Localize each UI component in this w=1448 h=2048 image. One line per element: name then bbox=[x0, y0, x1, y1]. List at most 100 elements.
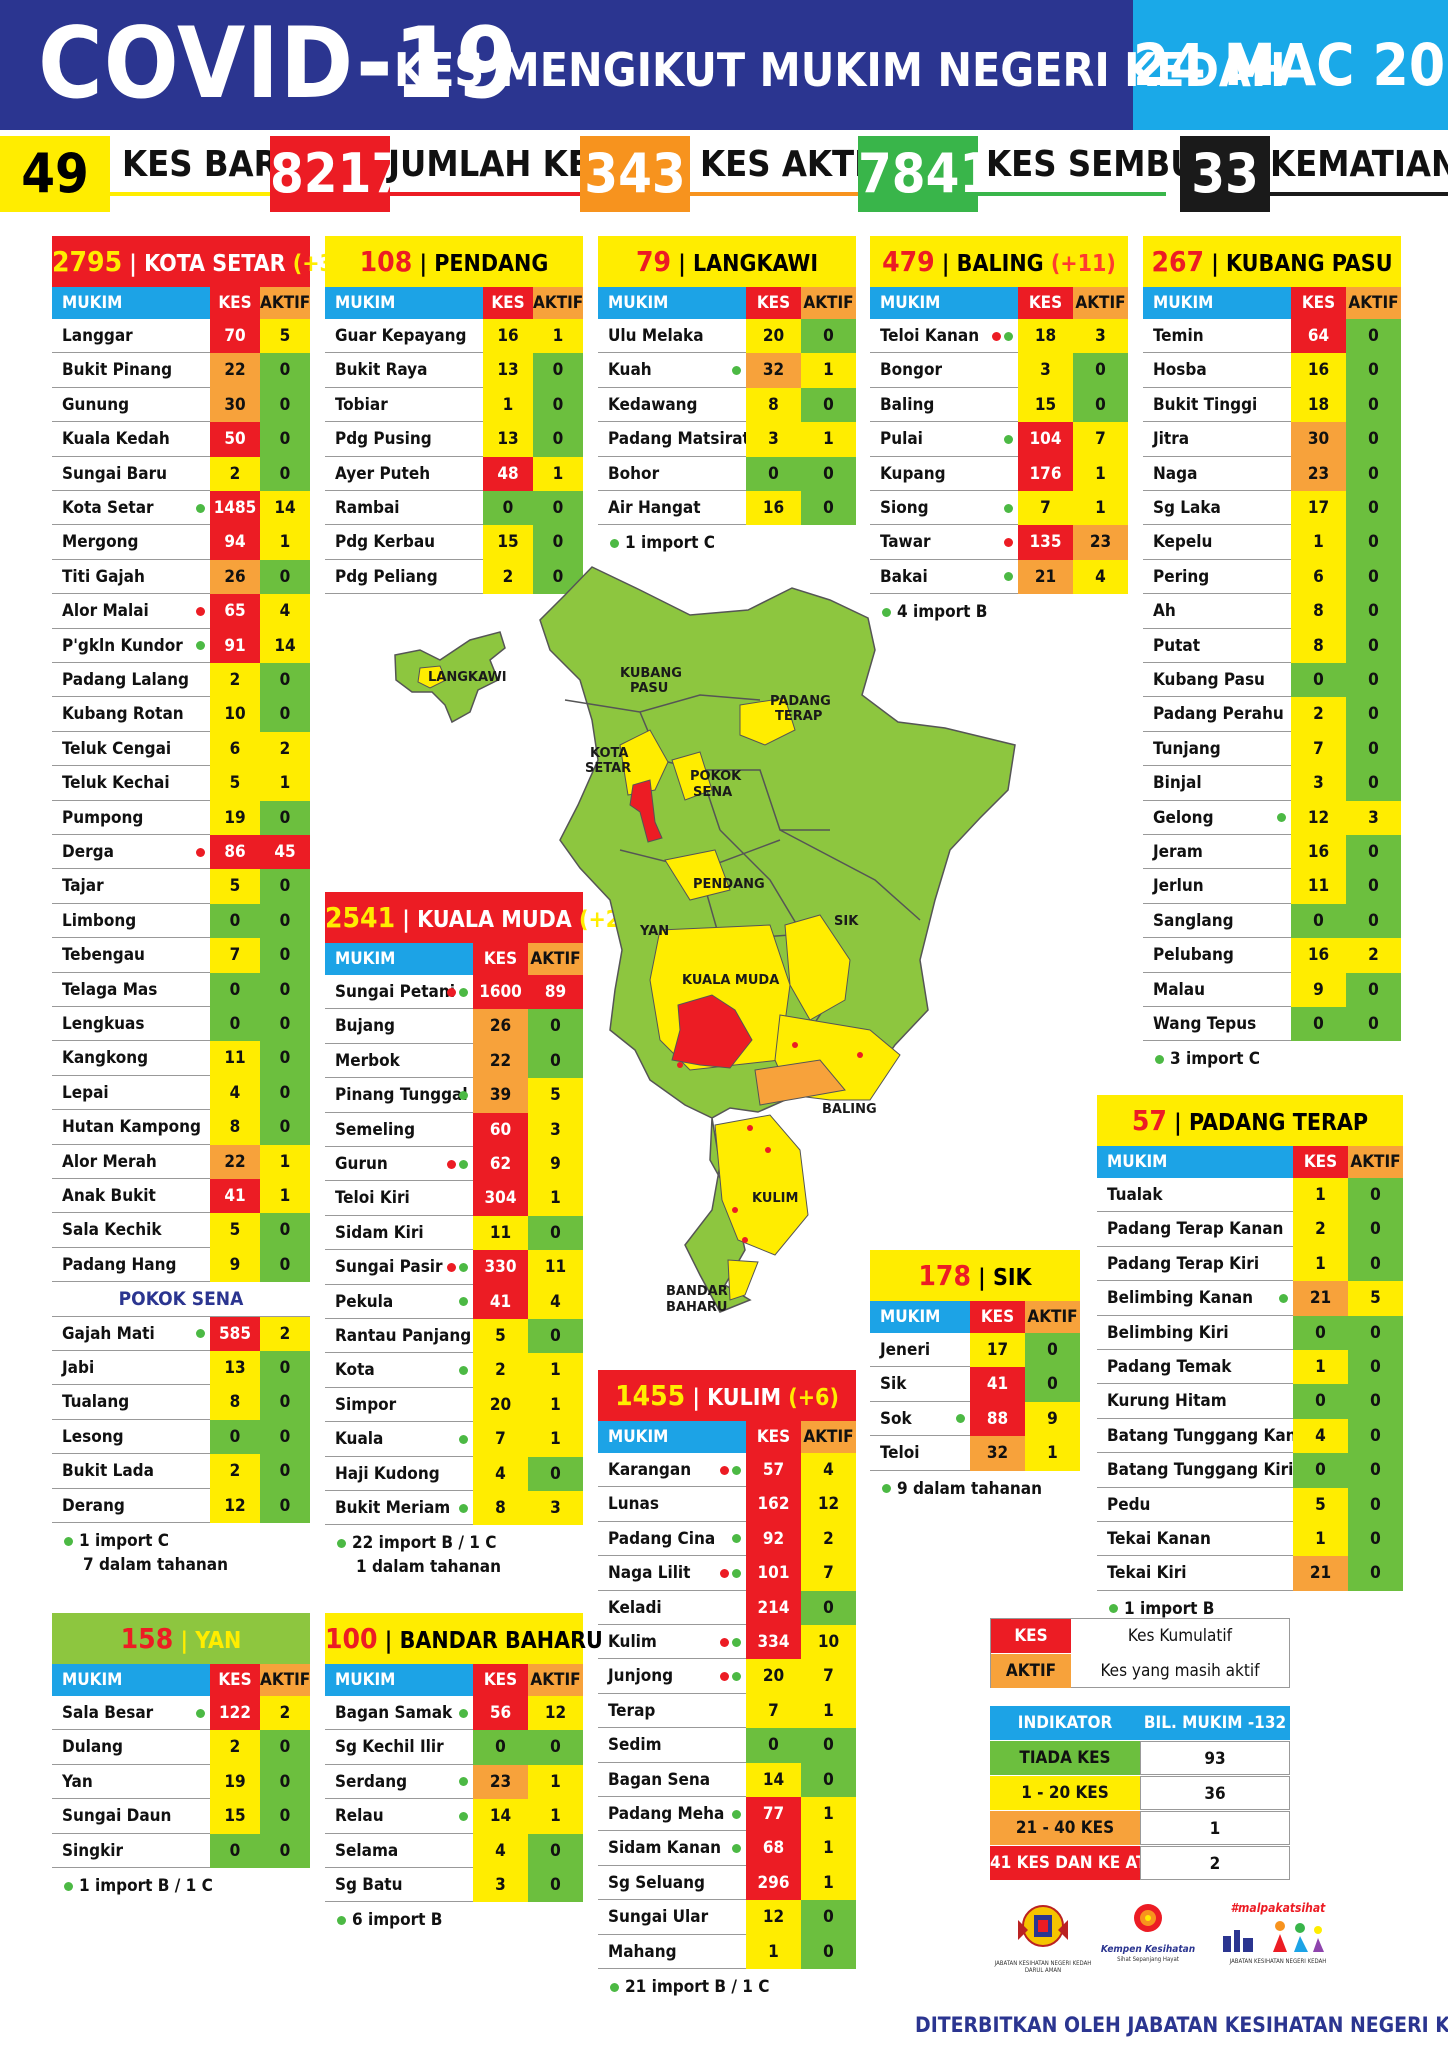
table-row: Padang Terap Kanan 2 0 bbox=[1097, 1212, 1403, 1247]
mukim-name: Sidam Kanan bbox=[608, 1838, 722, 1859]
kes-value: 7 bbox=[746, 1693, 801, 1729]
mukim-name: Tajar bbox=[62, 876, 104, 897]
kes-value: 334 bbox=[746, 1625, 801, 1660]
table-row: Tawar 135 23 bbox=[870, 525, 1128, 560]
kes-value: 15 bbox=[1018, 387, 1073, 423]
table-row: Siong 7 1 bbox=[870, 491, 1128, 526]
table-row: Sala Besar 122 2 bbox=[52, 1696, 310, 1731]
table-row: Belimbing Kanan 21 5 bbox=[1097, 1281, 1403, 1316]
column-header-kes: KES bbox=[746, 1421, 801, 1453]
kes-value: 585 bbox=[210, 1316, 260, 1351]
mukim-name: Limbong bbox=[62, 910, 137, 931]
column-header-mukim: MUKIM bbox=[52, 1664, 210, 1696]
aktif-value: 0 bbox=[260, 456, 310, 491]
note-dot bbox=[64, 1881, 73, 1891]
kes-value: 86 bbox=[210, 835, 260, 870]
mukim-name: Rantau Panjang bbox=[335, 1326, 472, 1346]
mukim-name: Tualak bbox=[1107, 1185, 1163, 1205]
kes-value: 1 bbox=[1293, 1178, 1348, 1213]
table-row: Bohor 0 0 bbox=[598, 456, 856, 491]
map-label-bandar-baharu-2: BAHARU bbox=[666, 1300, 727, 1315]
legend-aktif-swatch: AKTIF bbox=[991, 1654, 1071, 1688]
mukim-name: Padang Meha bbox=[608, 1804, 725, 1824]
kes-value: 14 bbox=[473, 1799, 528, 1834]
malpakat-hashtag: #malpakatsihat bbox=[1230, 1901, 1326, 1915]
map-label-pokok-sena-1: POKOK bbox=[690, 769, 742, 784]
aktif-value: 1 bbox=[533, 456, 583, 491]
kes-value: 0 bbox=[210, 1419, 260, 1455]
kes-value: 65 bbox=[210, 594, 260, 629]
status-dot bbox=[1004, 331, 1013, 341]
stat-label: KEMATIAN bbox=[1270, 144, 1448, 185]
table-row: Sala Kechik 5 0 bbox=[52, 1213, 310, 1248]
aktif-value: 0 bbox=[260, 938, 310, 973]
status-dot bbox=[459, 1262, 468, 1272]
mukim-name: Haji Kudong bbox=[335, 1463, 440, 1484]
table-row: Langgar 70 5 bbox=[52, 319, 310, 354]
district-header: 2795 | KOTA SETAR (+3) bbox=[52, 236, 343, 287]
status-dot bbox=[732, 1568, 741, 1578]
aktif-value: 0 bbox=[528, 1043, 583, 1079]
kes-value: 12 bbox=[746, 1900, 801, 1935]
aktif-value: 0 bbox=[1346, 353, 1401, 388]
mukim-name: Lengkuas bbox=[62, 1014, 145, 1034]
table-row: Tekai Kanan 1 0 bbox=[1097, 1522, 1403, 1557]
table-row: Sg Seluang 296 1 bbox=[598, 1865, 856, 1901]
district-note: 4 import B bbox=[882, 602, 987, 622]
mukim-name: Baling bbox=[880, 394, 935, 415]
kes-value: 1600 bbox=[473, 975, 528, 1010]
aktif-value: 1 bbox=[260, 525, 310, 560]
mukim-name: Teloi Kanan bbox=[880, 326, 980, 346]
note-dot bbox=[64, 1536, 73, 1546]
mukim-name: Siong bbox=[880, 498, 929, 518]
column-header-aktif: AKTIF bbox=[528, 943, 583, 975]
mukim-name: Tualang bbox=[62, 1392, 130, 1413]
aktif-value: 0 bbox=[801, 319, 856, 354]
district-total: 57 bbox=[1131, 1104, 1167, 1137]
column-header-mukim: MUKIM bbox=[870, 1301, 970, 1333]
indicator-count: 36 bbox=[1140, 1776, 1290, 1810]
table-row: Kulim 334 10 bbox=[598, 1625, 856, 1660]
map-yellow-sik bbox=[784, 914, 851, 1021]
kes-value: 18 bbox=[1018, 319, 1073, 354]
kes-value: 330 bbox=[473, 1250, 528, 1285]
indicator-label: 21 - 40 KES bbox=[990, 1811, 1140, 1845]
mukim-name: Alor Malai bbox=[62, 601, 149, 622]
mukim-name: Sungai Baru bbox=[62, 463, 168, 484]
note-text: 6 import B bbox=[352, 1910, 443, 1931]
aktif-value: 0 bbox=[260, 903, 310, 939]
district-separator: | bbox=[685, 1385, 708, 1411]
district-note: 7 dalam tahanan bbox=[83, 1555, 228, 1575]
aktif-value: 5 bbox=[1348, 1281, 1403, 1316]
district-title: 479 | BALING (+11) bbox=[870, 236, 1128, 290]
table-row: Rantau Panjang 5 0 bbox=[325, 1319, 583, 1354]
mukim-name: Hutan Kampong bbox=[62, 1117, 201, 1138]
aktif-value: 11 bbox=[528, 1250, 583, 1285]
kes-value: 41 bbox=[970, 1367, 1025, 1402]
mukim-name: Junjong bbox=[608, 1666, 674, 1687]
aktif-value: 23 bbox=[1073, 525, 1128, 560]
mukim-name: Bukit Tinggi bbox=[1153, 394, 1258, 415]
column-header-kes: KES bbox=[970, 1301, 1025, 1333]
status-dot bbox=[720, 1672, 729, 1682]
aktif-value: 7 bbox=[801, 1659, 856, 1694]
table-row: Naga Lilit 101 7 bbox=[598, 1556, 856, 1591]
aktif-value: 3 bbox=[1346, 800, 1401, 835]
column-header-aktif: AKTIF bbox=[260, 287, 310, 319]
status-dot bbox=[732, 1809, 741, 1819]
table-row: Bukit Meriam 8 3 bbox=[325, 1491, 583, 1526]
sub-district-header: POKOK SENA bbox=[52, 1282, 310, 1317]
table-row: Kubang Rotan 10 0 bbox=[52, 697, 310, 732]
aktif-value: 0 bbox=[1346, 903, 1401, 939]
table-row: Bakai 21 4 bbox=[870, 559, 1128, 595]
mukim-name: Putat bbox=[1153, 635, 1201, 656]
district-note: 22 import B / 1 C bbox=[337, 1533, 496, 1553]
aktif-value: 0 bbox=[260, 697, 310, 732]
aktif-value: 0 bbox=[1348, 1453, 1403, 1488]
mukim-name: Sungai Daun bbox=[62, 1806, 172, 1827]
mukim-name: Padang Hang bbox=[62, 1254, 177, 1275]
kes-value: 2 bbox=[1293, 1212, 1348, 1247]
table-row: Wang Tepus 0 0 bbox=[1143, 1007, 1401, 1042]
table-row: Titi Gajah 26 0 bbox=[52, 559, 310, 595]
table-row: Temin 64 0 bbox=[1143, 319, 1401, 354]
